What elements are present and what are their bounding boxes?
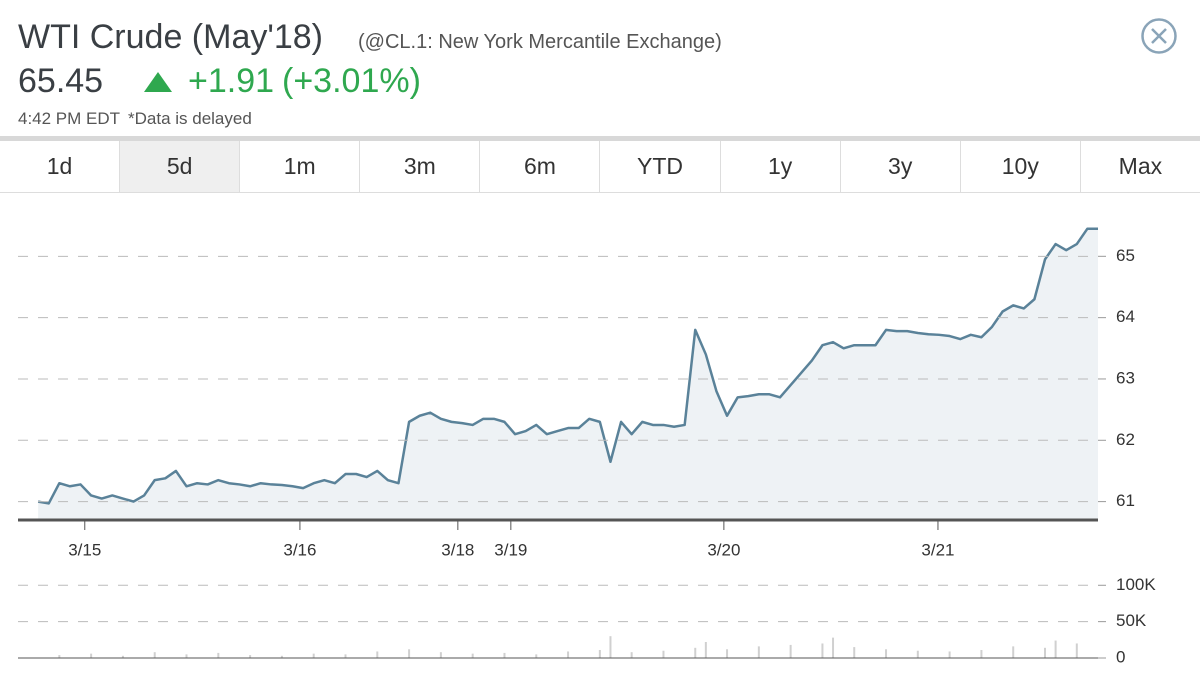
volume-bar	[980, 650, 983, 658]
range-tab[interactable]: 3y	[841, 141, 961, 192]
y-tick-label: 61	[1116, 491, 1135, 510]
divider	[0, 136, 1200, 141]
volume-bar	[567, 651, 570, 658]
volume-bar	[704, 642, 707, 658]
change-percent: (+3.01%)	[282, 62, 421, 100]
volume-bar	[916, 650, 919, 658]
y-tick-label: 50K	[1116, 611, 1147, 630]
volume-bar	[694, 647, 697, 658]
volume-bar	[121, 655, 124, 658]
volume-bar	[1012, 646, 1015, 658]
volume-bar	[630, 652, 633, 658]
y-tick-label: 100K	[1116, 575, 1156, 594]
range-tabs: 1d 5d 1m 3m 6m YTD 1y 3y 10y Max	[0, 141, 1200, 193]
close-button[interactable]	[1140, 17, 1178, 55]
x-tick-label: 3/15	[68, 540, 101, 559]
volume-bar	[249, 655, 252, 658]
x-tick-label: 3/21	[921, 540, 954, 559]
volume-bar	[344, 654, 347, 658]
volume-bar	[439, 652, 442, 658]
volume-bar	[832, 637, 835, 658]
volume-bar	[1044, 647, 1047, 658]
x-tick-label: 3/18	[441, 540, 474, 559]
y-tick-label: 63	[1116, 368, 1135, 387]
volume-bar	[853, 647, 856, 658]
range-tab[interactable]: 3m	[360, 141, 481, 192]
volume-bar	[217, 652, 220, 658]
delay-note: *Data is delayed	[128, 109, 252, 128]
area-fill	[38, 228, 1098, 520]
range-tab[interactable]: 1y	[721, 141, 841, 192]
x-tick-label: 3/19	[494, 540, 527, 559]
volume-bar	[535, 654, 538, 658]
volume-bar	[885, 649, 888, 658]
range-tab[interactable]: YTD	[600, 141, 721, 192]
volume-bar	[821, 643, 824, 658]
volume-bar	[312, 653, 315, 658]
volume-bar	[662, 650, 665, 658]
x-tick-label: 3/16	[283, 540, 316, 559]
volume-bar	[58, 655, 61, 658]
range-tab[interactable]: 1m	[240, 141, 361, 192]
y-tick-label: 65	[1116, 246, 1135, 265]
volume-bar	[376, 651, 379, 658]
price: 65.45	[18, 62, 104, 100]
volume-bar	[90, 653, 93, 658]
range-tab[interactable]: Max	[1118, 153, 1163, 179]
volume-bar	[280, 655, 283, 658]
y-tick-label: 0	[1116, 647, 1125, 666]
x-tick-label: 3/20	[707, 540, 740, 559]
volume-bar	[1054, 640, 1057, 658]
volume-bar	[153, 652, 156, 658]
range-tab[interactable]: 6m	[480, 141, 601, 192]
volume-bar	[789, 644, 792, 658]
volume-bar	[757, 646, 760, 658]
volume-bar	[609, 636, 612, 658]
volume-bar	[185, 654, 188, 658]
range-tab[interactable]: 1d	[0, 141, 121, 192]
volume-bar	[503, 652, 506, 658]
y-tick-label: 62	[1116, 430, 1135, 449]
volume-bar	[948, 651, 951, 658]
volume-bar	[471, 653, 474, 658]
range-tab[interactable]: 10y	[961, 141, 1081, 192]
volume-bar	[1075, 643, 1078, 658]
price-line	[37, 227, 1098, 505]
title: WTI Crude (May'18)	[18, 18, 323, 56]
y-tick-label: 64	[1116, 307, 1135, 326]
up-arrow	[144, 72, 172, 92]
volume-bar	[598, 650, 601, 658]
volume-bar	[726, 649, 729, 658]
range-tab[interactable]: 5d	[120, 141, 241, 192]
time: 4:42 PM EDT	[18, 109, 121, 128]
volume-bar	[408, 649, 411, 658]
subtitle: (@CL.1: New York Mercantile Exchange)	[358, 31, 722, 53]
change: +1.91	[188, 62, 275, 100]
